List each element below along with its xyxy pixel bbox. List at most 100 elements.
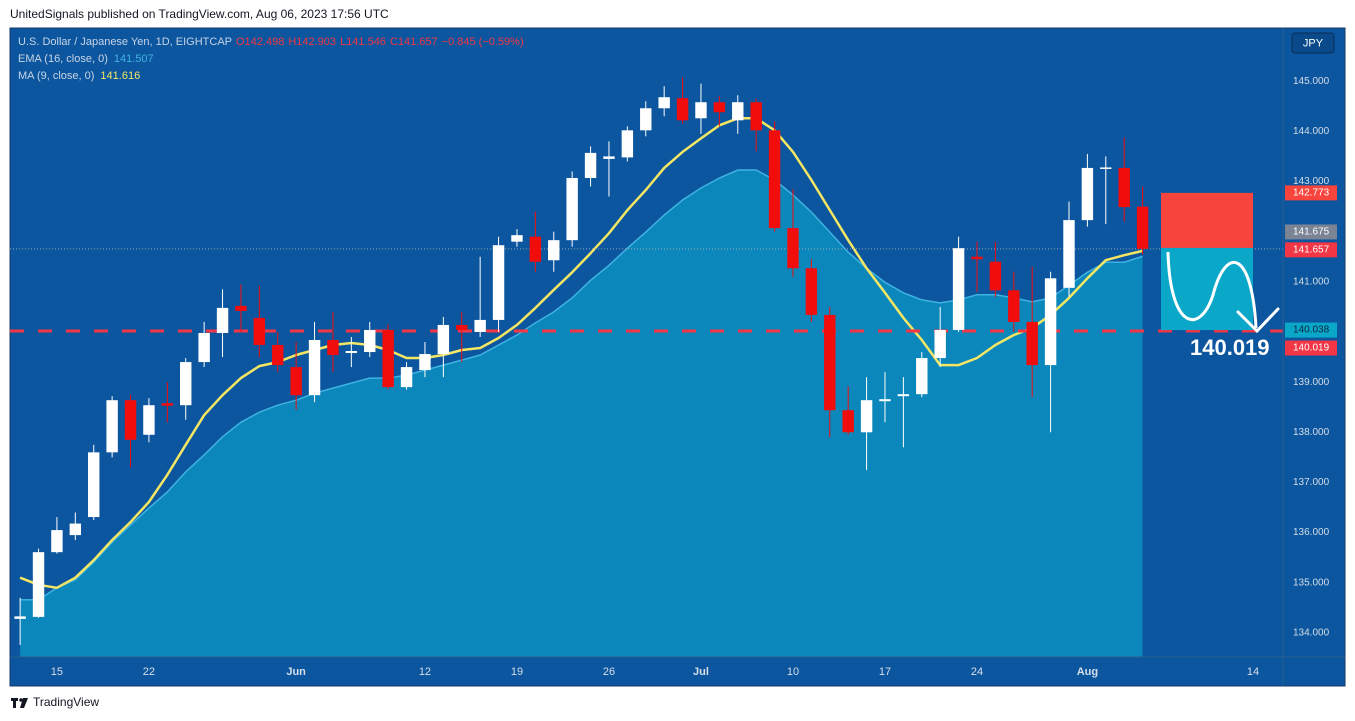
candle-body	[308, 339, 321, 396]
candle-body	[529, 236, 542, 262]
candle-body	[161, 403, 174, 406]
candle-body	[272, 345, 284, 366]
candle-body	[382, 329, 394, 388]
legend-high: H142.903	[288, 36, 336, 48]
logo-part	[20, 698, 28, 708]
candle-body	[1100, 167, 1112, 169]
candle-body	[842, 410, 854, 433]
legend-close: C141.657	[390, 36, 438, 48]
candle-body	[1118, 167, 1130, 208]
y-tick-label: 144.000	[1293, 126, 1330, 137]
y-tick-label: 139.000	[1293, 377, 1330, 388]
legend-ma-value: 141.616	[100, 70, 140, 82]
x-tick-label: 10	[787, 666, 799, 678]
candle-body	[437, 324, 450, 355]
candle-body	[1008, 290, 1020, 322]
candle-body	[1044, 278, 1057, 366]
legend-ema-value: 141.507	[114, 53, 154, 65]
candle-body	[400, 367, 413, 388]
candle-body	[14, 616, 26, 619]
y-tick-label: 137.000	[1293, 477, 1330, 488]
candle-body	[805, 268, 818, 315]
target-price-tag-box	[1285, 322, 1337, 338]
x-tick-label: 15	[51, 666, 63, 678]
candle-body	[1063, 220, 1075, 288]
candle-body	[566, 177, 578, 241]
x-tick-label: Jun	[286, 666, 306, 678]
candle-body	[548, 240, 560, 261]
candle-body	[69, 523, 82, 536]
candle-body	[32, 552, 45, 617]
logo-part	[19, 698, 23, 702]
candle-body	[603, 156, 615, 159]
legend-change: −0.845 (−0.59%)	[442, 36, 524, 48]
level-big-label: 140.019	[1190, 335, 1270, 360]
last-price-tag: 141.657	[1293, 244, 1330, 255]
logo-part	[13, 698, 16, 708]
plot-area	[10, 77, 1283, 657]
candle-body	[364, 329, 376, 353]
x-tick-label: 17	[879, 666, 891, 678]
candle-body	[419, 354, 431, 371]
x-tick-label: 19	[511, 666, 523, 678]
candle-body	[290, 367, 302, 396]
y-tick-label: 141.000	[1293, 276, 1330, 287]
candle-body	[584, 152, 597, 178]
legend-symbol: U.S. Dollar / Japanese Yen, 1D, EIGHTCAP	[18, 36, 232, 48]
entry-price-tag: 141.675	[1293, 227, 1330, 238]
overlay	[1166, 251, 1280, 334]
candle-body	[198, 332, 210, 363]
x-tick-label: 12	[419, 666, 431, 678]
legend-open: O142.498	[236, 36, 284, 48]
x-tick-label: 14	[1247, 666, 1259, 678]
candle-body	[88, 452, 100, 518]
candle-body	[860, 400, 873, 433]
candle-body	[511, 235, 523, 242]
position-target-zone	[1160, 247, 1254, 331]
candle-body	[695, 102, 707, 119]
candle-body	[621, 130, 634, 158]
candle-body	[1026, 321, 1038, 366]
y-tick-label: 135.000	[1293, 577, 1330, 588]
stop-price-tag: 142.773	[1293, 188, 1330, 199]
x-tick-label: Jul	[693, 666, 709, 678]
candle-body	[492, 245, 505, 320]
legend-ema-name: EMA (16, close, 0)	[18, 53, 108, 65]
candle-body	[713, 102, 726, 113]
axes: 134.000 135.000 136.000 137.000 138.000 139.0…	[51, 76, 1337, 678]
candle-body	[345, 351, 358, 354]
legend-low: L141.546	[340, 36, 386, 48]
candle-body	[456, 324, 468, 330]
stop-price-tag-box	[1285, 185, 1337, 201]
drawn-arrow	[1166, 251, 1258, 329]
target-price-tag: 140.038	[1293, 325, 1330, 336]
candle-body	[989, 261, 1002, 291]
x-tick-label: 22	[143, 666, 155, 678]
brand: TradingView	[33, 695, 99, 709]
ma-line	[19, 117, 1143, 590]
candle-body	[253, 317, 266, 346]
candle-body	[474, 319, 486, 332]
candle-body	[824, 314, 836, 411]
publisher-line: UnitedSignals published on TradingView.c…	[10, 7, 389, 21]
candle-body	[235, 305, 247, 311]
candle-body	[327, 339, 339, 356]
candle-body	[106, 400, 118, 453]
candle-body	[916, 358, 928, 395]
x-tick-label: 26	[603, 666, 615, 678]
candle-body	[750, 102, 762, 131]
candle-body	[971, 256, 983, 260]
currency-button-label[interactable]: JPY	[1303, 37, 1324, 49]
candle-body	[51, 530, 63, 553]
candle-body	[934, 329, 946, 359]
x-tick-label: 24	[971, 666, 983, 678]
candle-body	[1136, 206, 1149, 249]
candle-body	[768, 130, 781, 229]
last-price-tag-box	[1285, 242, 1337, 258]
y-tick-label: 136.000	[1293, 527, 1330, 538]
currency-button[interactable]	[1291, 32, 1335, 54]
candle-body	[180, 362, 192, 406]
candle-body	[787, 228, 799, 269]
x-tick-label: Aug	[1077, 666, 1098, 678]
